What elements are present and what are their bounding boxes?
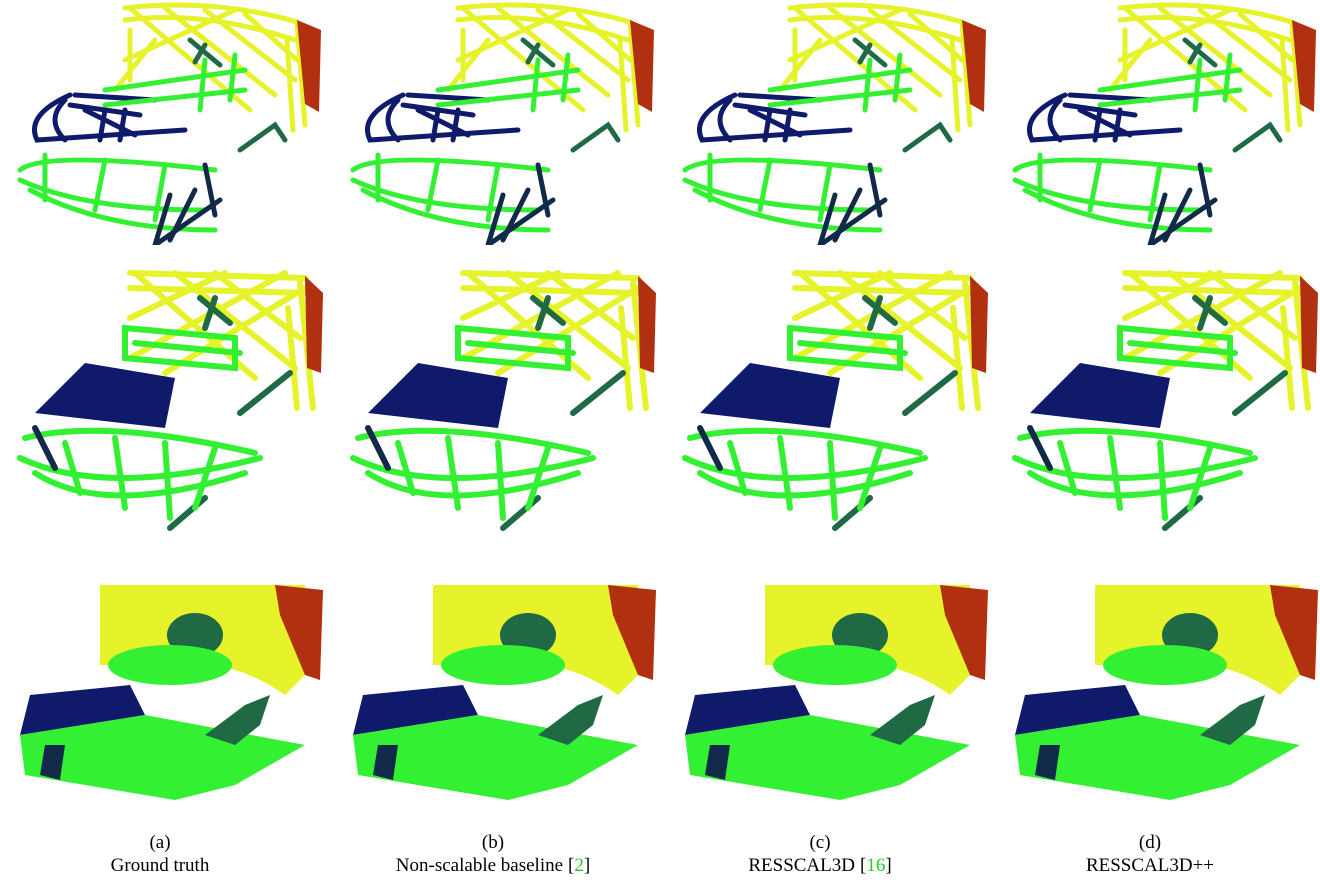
caption-name: RESSCAL3D++ [1086, 855, 1214, 876]
caption: (b) Non-scalable baseline[2] [328, 831, 658, 877]
figure-page: (a) Ground truth (b) Non-scalable baseli… [0, 0, 1320, 894]
caption-label: (d) [985, 831, 1315, 854]
panel-b-row2 [353, 273, 656, 528]
caption-label: (b) [328, 831, 658, 854]
caption-name: RESSCAL3D [748, 855, 855, 876]
panel-grid [20, 5, 1318, 800]
panel-c-row2 [685, 273, 988, 528]
caption-label: (a) [0, 831, 325, 854]
panel-a-row3 [20, 585, 323, 800]
citation-bracket: ] [885, 855, 891, 876]
caption: (a) Ground truth [0, 831, 325, 877]
panel-a-row1 [20, 5, 321, 245]
citation-ref[interactable]: 2 [574, 855, 584, 876]
caption-label: (c) [655, 831, 985, 854]
panel-c-row1 [685, 5, 986, 245]
panel-a-row2 [20, 273, 323, 528]
panel-b-row3 [353, 585, 656, 800]
caption-name: Ground truth [111, 855, 210, 876]
panel-b-row1 [353, 5, 654, 245]
caption: (c) RESSCAL3D[16] [655, 831, 985, 877]
panel-c-row3 [685, 585, 988, 800]
caption-name: Non-scalable baseline [396, 855, 563, 876]
panel-d-row1 [1015, 5, 1316, 245]
citation-bracket: ] [584, 855, 590, 876]
citation-ref[interactable]: 16 [866, 855, 885, 876]
panel-d-row3 [1015, 585, 1318, 800]
panel-d-row2 [1015, 273, 1318, 528]
caption: (d) RESSCAL3D++ [985, 831, 1315, 877]
figure-panels [0, 0, 1320, 894]
